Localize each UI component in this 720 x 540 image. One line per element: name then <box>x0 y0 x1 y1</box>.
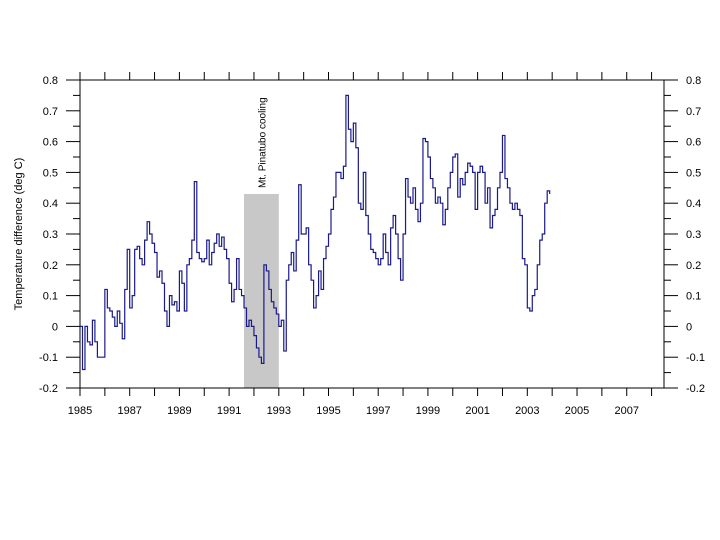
y-tick-label-right: 0.4 <box>686 198 701 210</box>
x-tick-label: 2003 <box>515 405 539 417</box>
y-tick-label-right: 0.7 <box>686 106 701 118</box>
y-tick-label-right: 0.5 <box>686 167 701 179</box>
y-tick-label-left: -0.1 <box>39 352 58 364</box>
y-tick-label-left: 0.2 <box>43 260 58 272</box>
pinatubo-annotation: Mt. Pinatubo cooling <box>257 97 268 188</box>
x-tick-label: 2001 <box>465 405 489 417</box>
y-tick-label-left: 0.1 <box>43 291 58 303</box>
x-tick-label: 1991 <box>217 405 241 417</box>
x-tick-label: 1999 <box>416 405 440 417</box>
data-series-line <box>80 94 551 371</box>
y-tick-label-left: 0.5 <box>43 167 58 179</box>
y-tick-label-left: 0.6 <box>43 137 58 149</box>
y-tick-label-right: 0.3 <box>686 229 701 241</box>
x-tick-label: 2005 <box>565 405 589 417</box>
y-tick-label-left: 0.7 <box>43 106 58 118</box>
x-tick-label: 1987 <box>117 405 141 417</box>
y-axis-title: Temperature difference (deg C) <box>13 158 25 311</box>
x-tick-label: 2007 <box>614 405 638 417</box>
x-tick-label: 1985 <box>68 405 92 417</box>
series-group <box>80 94 551 371</box>
y-tick-label-left: 0 <box>52 321 58 333</box>
y-tick-label-left: -0.2 <box>39 383 58 395</box>
y-tick-label-left: 0.8 <box>43 75 58 87</box>
y-tick-label-right: -0.1 <box>686 352 705 364</box>
axis-ticks: 1985 1987 1989 1991 1993 1995 1997 1999 2001 2003… <box>39 72 705 417</box>
y-tick-label-right: 0 <box>686 321 692 333</box>
y-tick-label-left: 0.3 <box>43 229 58 241</box>
x-tick-label: 1989 <box>167 405 191 417</box>
y-tick-label-right: -0.2 <box>686 383 705 395</box>
y-tick-label-right: 0.8 <box>686 75 701 87</box>
x-tick-label: 1997 <box>366 405 390 417</box>
pinatubo-cooling-band <box>244 193 279 388</box>
y-tick-label-right: 0.2 <box>686 260 701 272</box>
y-tick-label-left: 0.4 <box>43 198 58 210</box>
y-tick-label-right: 0.6 <box>686 137 701 149</box>
x-tick-label: 1995 <box>316 405 340 417</box>
y-tick-label-right: 0.1 <box>686 291 701 303</box>
x-tick-label: 1993 <box>267 405 291 417</box>
